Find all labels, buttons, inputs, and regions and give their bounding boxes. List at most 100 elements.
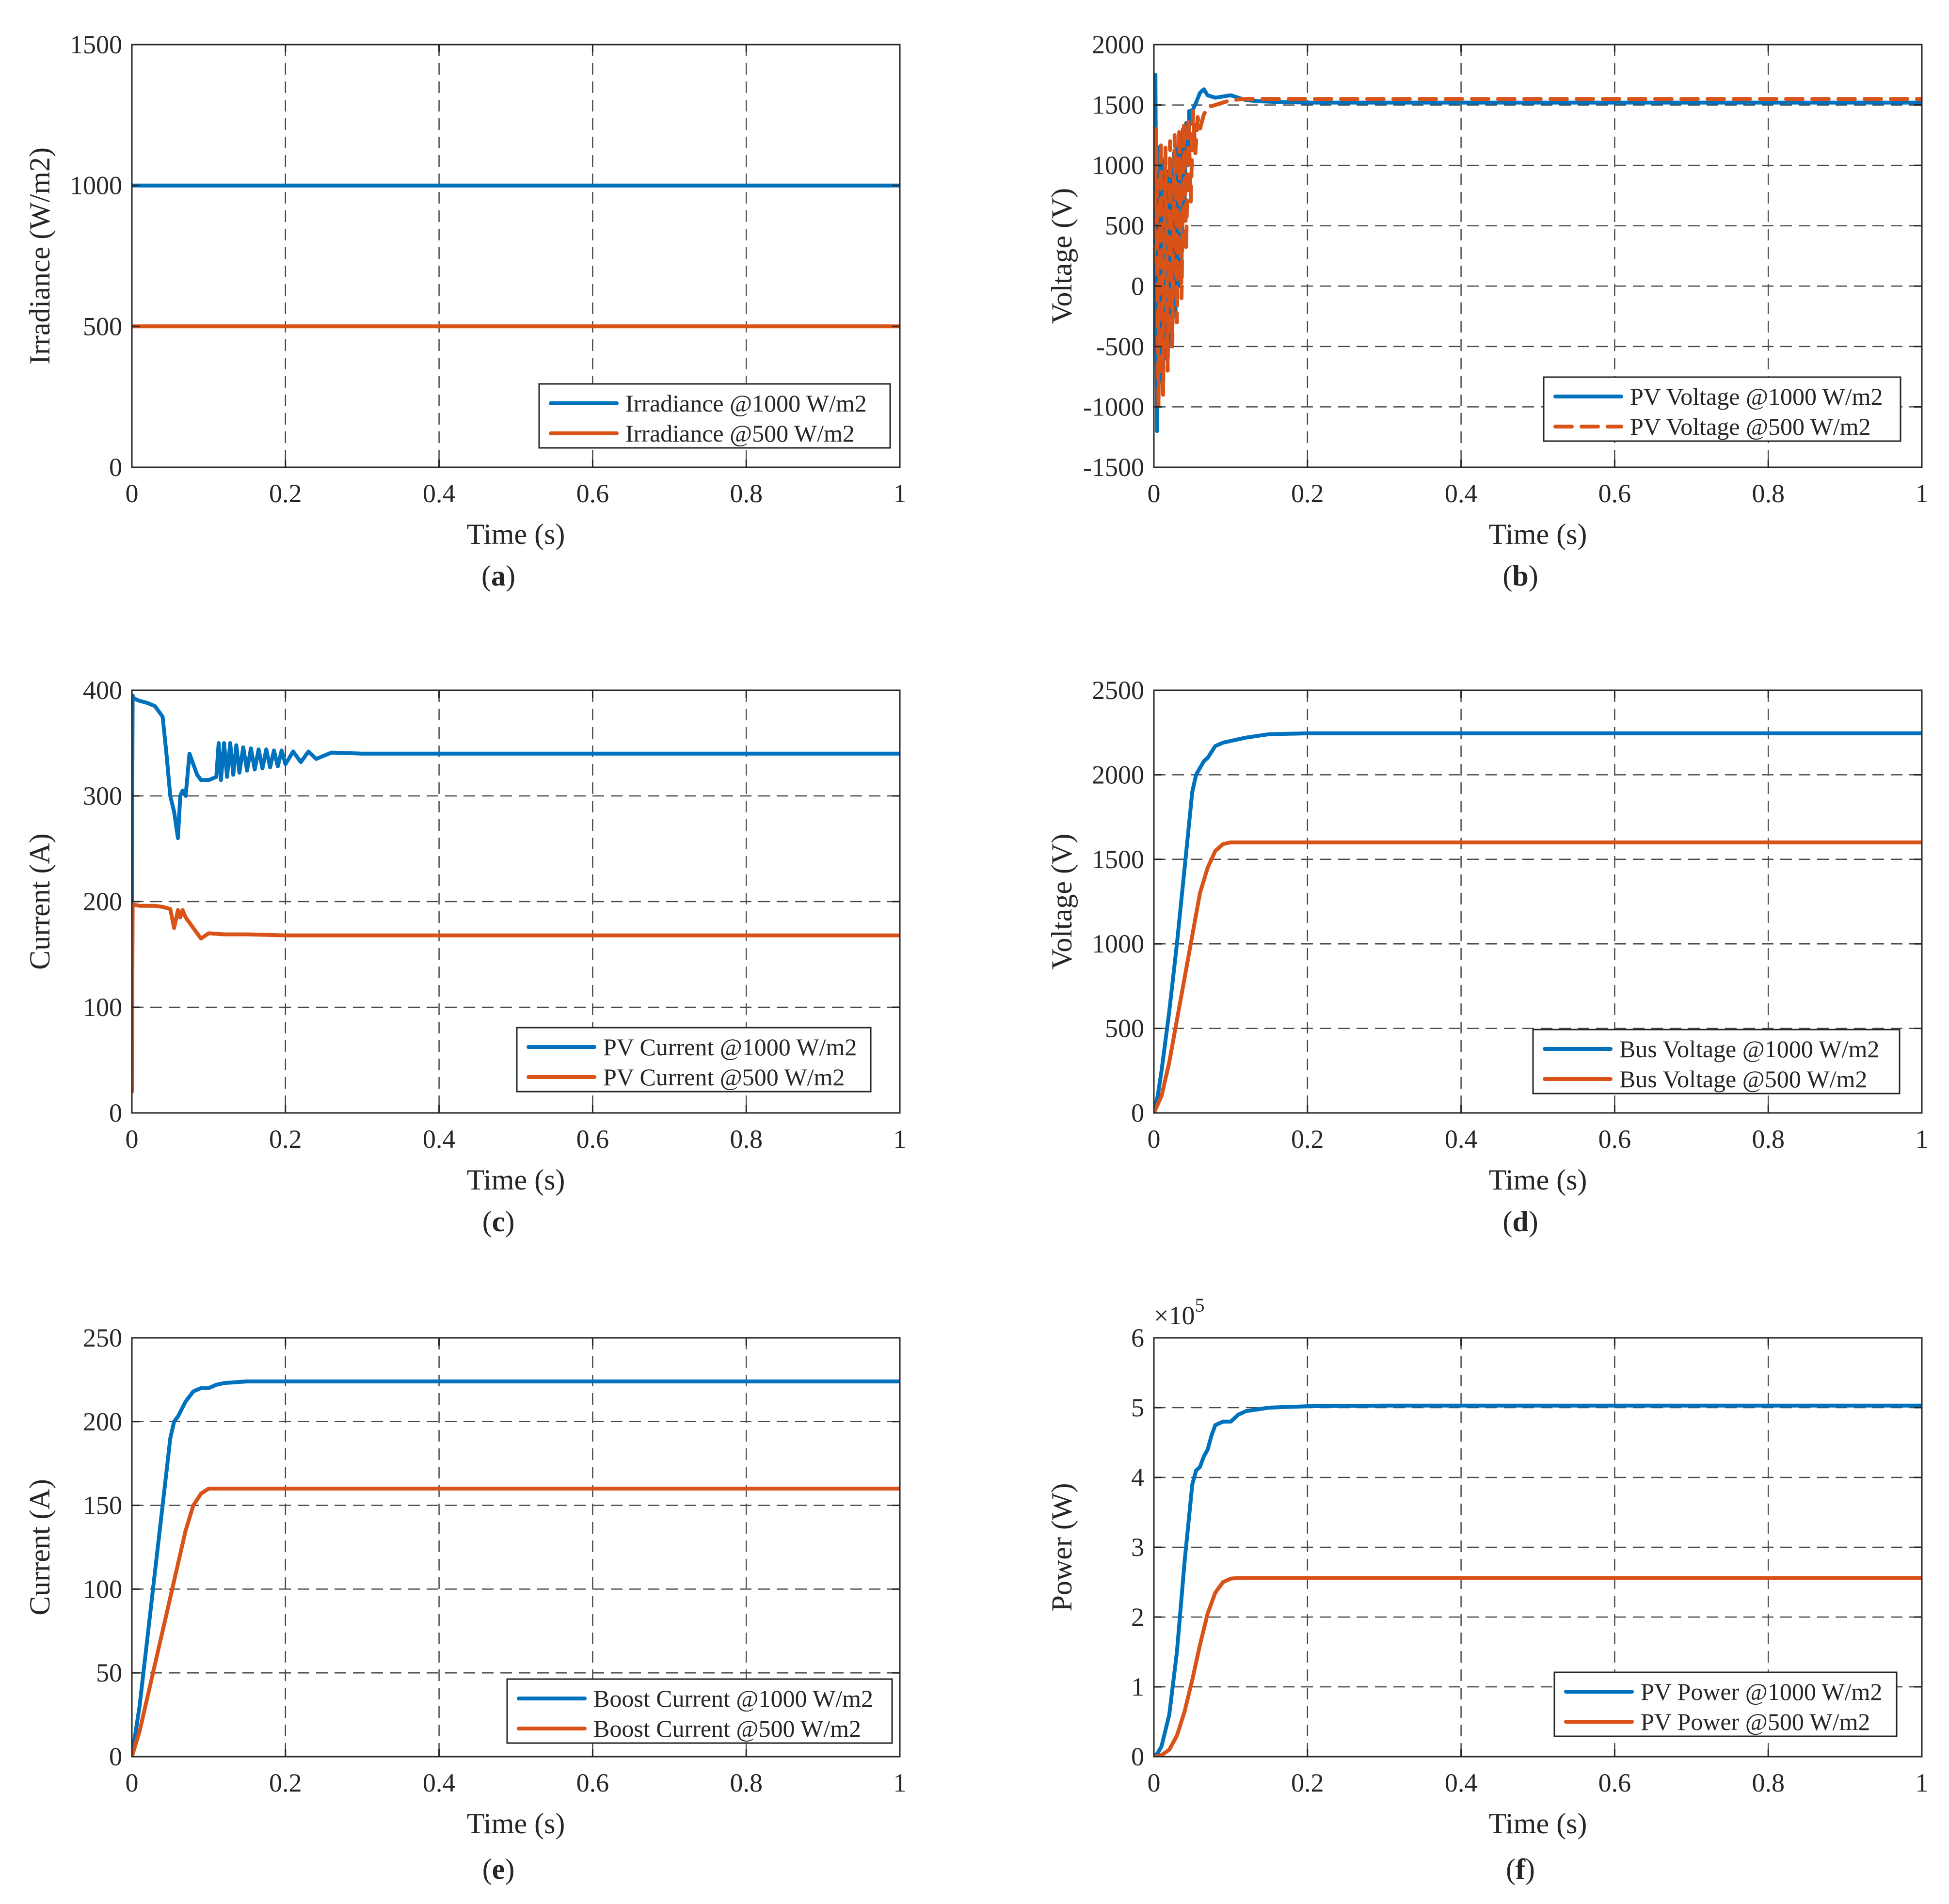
y-tick-label: 300 bbox=[83, 781, 122, 810]
x-tick-label: 0.6 bbox=[1598, 1768, 1631, 1797]
panel-caption: (c) bbox=[482, 1206, 515, 1238]
panel-caption: (e) bbox=[482, 1853, 515, 1885]
legend-entry-label: Irradiance @1000 W/m2 bbox=[625, 390, 867, 417]
x-tick-label: 0.8 bbox=[730, 1768, 763, 1797]
series-line-500 bbox=[132, 1487, 900, 1757]
y-tick-label: 1500 bbox=[1092, 845, 1144, 874]
x-tick-label: 0 bbox=[126, 479, 139, 508]
x-tick-label: 0.4 bbox=[423, 479, 456, 508]
legend-entry-label: Irradiance @500 W/m2 bbox=[625, 420, 855, 447]
legend-entry-label: Boost Current @1000 W/m2 bbox=[593, 1685, 873, 1712]
y-tick-label: 0 bbox=[1131, 271, 1144, 301]
x-tick-label: 0.8 bbox=[1752, 479, 1785, 508]
series-line-500 bbox=[1154, 97, 1922, 409]
panel-caption: (a) bbox=[481, 560, 515, 592]
x-tick-label: 0.8 bbox=[730, 479, 763, 508]
legend-box bbox=[516, 1027, 872, 1093]
y-tick-label: 0 bbox=[1131, 1742, 1144, 1771]
y-tick-label: 4 bbox=[1131, 1463, 1144, 1492]
series-line-500 bbox=[1154, 1576, 1922, 1757]
legend-box bbox=[506, 1678, 893, 1744]
chart-panel-a: 0 0.2 0.4 0.6 0.8 1 0 500 1000 1500 Time (s) Irradi… bbox=[24, 30, 907, 592]
y-tick-label: 400 bbox=[83, 676, 122, 705]
x-tick-label: 0 bbox=[1148, 479, 1161, 508]
x-tick-label: 0.8 bbox=[1752, 1125, 1785, 1154]
legend-box bbox=[1532, 1029, 1901, 1095]
legend-entry-label: PV Power @1000 W/m2 bbox=[1641, 1678, 1882, 1705]
legend-entry-label: Boost Current @500 W/m2 bbox=[593, 1715, 861, 1742]
legend-entry-label: Bus Voltage @1000 W/m2 bbox=[1619, 1035, 1879, 1063]
axes-frame bbox=[1153, 44, 1923, 468]
x-axis-label: Time (s) bbox=[1489, 1808, 1587, 1840]
y-axis-label: Voltage (V) bbox=[1046, 188, 1078, 324]
x-tick-label: 0.2 bbox=[1291, 1125, 1324, 1154]
x-axis-label: Time (s) bbox=[467, 518, 565, 550]
legend: PV Voltage @1000 W/m2 PV Voltage @500 W/m… bbox=[1543, 376, 1901, 442]
x-tick-label: 0 bbox=[1148, 1768, 1161, 1797]
x-axis-label: Time (s) bbox=[1489, 1164, 1587, 1196]
x-tick-label: 1 bbox=[894, 479, 907, 508]
x-tick-label: 0.4 bbox=[1445, 1125, 1478, 1154]
y-tick-label: 1000 bbox=[1092, 929, 1144, 958]
y-tick-label: 0 bbox=[109, 453, 122, 482]
panel-caption: (b) bbox=[1502, 560, 1538, 592]
legend-entry-label: PV Power @500 W/m2 bbox=[1641, 1708, 1870, 1735]
y-tick-label: 1000 bbox=[70, 171, 122, 200]
series-line-1000 bbox=[1154, 731, 1922, 1113]
y-tick-label: 50 bbox=[96, 1658, 122, 1687]
x-tick-label: 1 bbox=[894, 1768, 907, 1797]
x-tick-label: 0 bbox=[1148, 1125, 1161, 1154]
axes-frame bbox=[131, 1337, 901, 1758]
y-tick-label: 150 bbox=[83, 1491, 122, 1520]
y-axis-label: Voltage (V) bbox=[1046, 834, 1078, 970]
x-tick-label: 0.2 bbox=[269, 1125, 302, 1154]
y-tick-label: 2000 bbox=[1092, 30, 1144, 59]
y-tick-label: 1500 bbox=[1092, 91, 1144, 120]
x-tick-label: 0.6 bbox=[1598, 479, 1631, 508]
legend-entry-label: PV Voltage @500 W/m2 bbox=[1630, 413, 1871, 440]
legend: Irradiance @1000 W/m2 Irradiance @500 W/m… bbox=[538, 383, 891, 449]
x-tick-label: 0 bbox=[126, 1125, 139, 1154]
x-tick-label: 0.4 bbox=[423, 1768, 456, 1797]
legend: Boost Current @1000 W/m2 Boost Current @5… bbox=[506, 1678, 893, 1744]
y-exponent-label: ×105 bbox=[1154, 1294, 1204, 1330]
y-tick-label: 1 bbox=[1131, 1672, 1144, 1701]
y-tick-label: 500 bbox=[1105, 1014, 1144, 1043]
y-axis-label: Current (A) bbox=[24, 833, 56, 970]
series-line-1000 bbox=[132, 693, 900, 904]
y-tick-label: 500 bbox=[1105, 211, 1144, 240]
y-tick-label: 200 bbox=[83, 1407, 122, 1436]
x-tick-label: 1 bbox=[894, 1125, 907, 1154]
x-tick-label: 0.6 bbox=[1598, 1125, 1631, 1154]
x-tick-label: 0.8 bbox=[730, 1125, 763, 1154]
y-tick-label: 0 bbox=[109, 1098, 122, 1127]
y-tick-label: 100 bbox=[83, 993, 122, 1022]
y-tick-label: 2500 bbox=[1092, 676, 1144, 705]
legend-entry-label: PV Current @1000 W/m2 bbox=[603, 1033, 857, 1061]
y-tick-label: 5 bbox=[1131, 1393, 1144, 1422]
y-tick-label: 0 bbox=[1131, 1098, 1144, 1127]
legend-entry-label: Bus Voltage @500 W/m2 bbox=[1619, 1065, 1867, 1093]
y-tick-label: -1500 bbox=[1083, 453, 1144, 482]
series-line-500 bbox=[132, 903, 900, 1094]
legend-box bbox=[538, 383, 891, 449]
x-tick-label: 0.2 bbox=[269, 1768, 302, 1797]
x-tick-label: 1 bbox=[1916, 479, 1929, 508]
chart-panel-f: 0 0.2 0.4 0.6 0.8 1 0 1 2 3 4 5 6 Time (s) Power (W) ×1… bbox=[1046, 1294, 1929, 1885]
y-tick-label: 3 bbox=[1131, 1533, 1144, 1562]
y-axis-label: Current (A) bbox=[24, 1479, 56, 1616]
legend: PV Power @1000 W/m2 PV Power @500 W/m2 bbox=[1553, 1671, 1898, 1737]
x-tick-label: 1 bbox=[1916, 1125, 1929, 1154]
x-tick-label: 0.4 bbox=[1445, 479, 1478, 508]
y-axis-label: Irradiance (W/m2) bbox=[24, 147, 56, 365]
series-line-1000 bbox=[132, 1379, 900, 1757]
axes-frame bbox=[1153, 689, 1923, 1114]
chart-panel-d: 0 0.2 0.4 0.6 0.8 1 0 500 1000 1500 2000 2500 Time (… bbox=[1046, 676, 1929, 1238]
panel-caption: (f) bbox=[1506, 1853, 1535, 1885]
x-axis-label: Time (s) bbox=[1489, 518, 1587, 550]
legend-box bbox=[1543, 376, 1901, 442]
x-axis-label: Time (s) bbox=[467, 1808, 565, 1840]
